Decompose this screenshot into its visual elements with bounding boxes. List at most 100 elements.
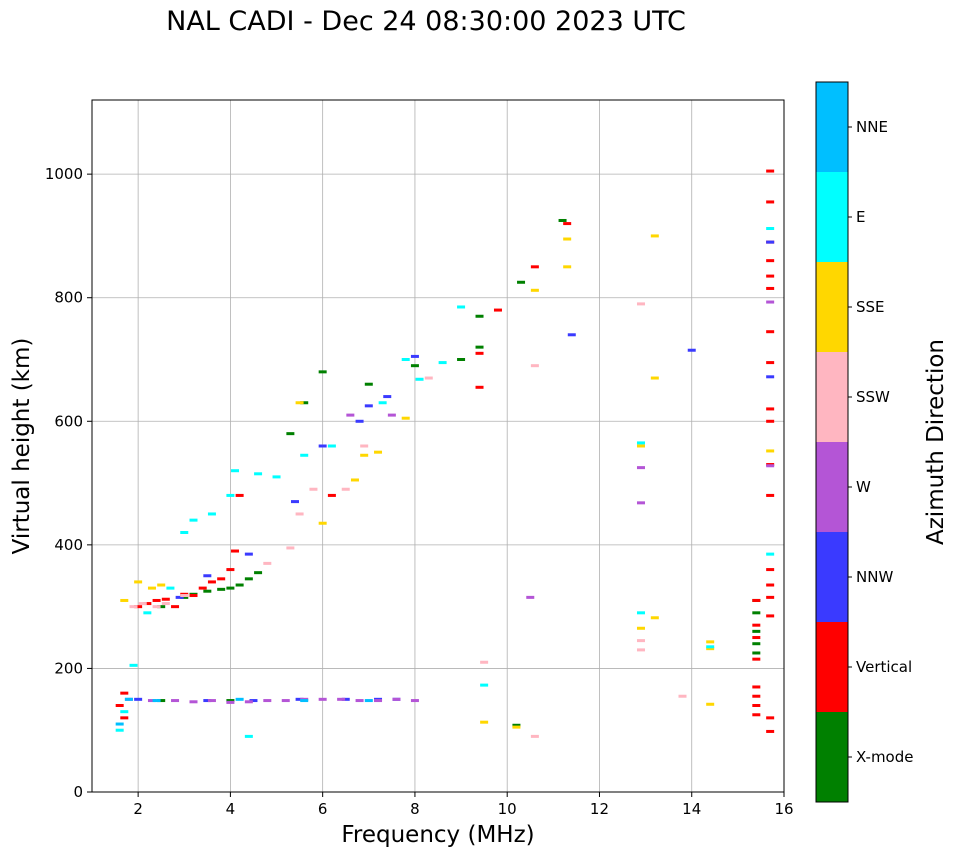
colorbar-segment bbox=[816, 532, 848, 622]
y-tick-label: 400 bbox=[54, 536, 83, 554]
data-point-xmode bbox=[235, 583, 244, 587]
data-point-vertical bbox=[766, 419, 775, 423]
data-point-xmode bbox=[457, 358, 466, 361]
data-point-xmode bbox=[157, 699, 166, 703]
data-point-xmode bbox=[203, 589, 212, 593]
data-point-xmode bbox=[475, 314, 484, 318]
data-point-nnw bbox=[203, 699, 212, 703]
data-point-sse bbox=[480, 720, 489, 724]
data-point-nnw bbox=[295, 697, 304, 701]
data-point-vertical bbox=[752, 623, 761, 627]
data-point-sse bbox=[512, 725, 521, 729]
colorbar: X-mode Vertical NNW W SSW SSE E NNE bbox=[815, 81, 913, 803]
data-point-vertical bbox=[766, 330, 775, 334]
data-point-e bbox=[272, 475, 281, 479]
colorbar-segment bbox=[816, 82, 848, 172]
data-point-e bbox=[766, 227, 775, 231]
data-point-sse bbox=[706, 647, 715, 651]
points-layer bbox=[115, 169, 775, 738]
data-point-e bbox=[244, 734, 253, 738]
data-point-nnw bbox=[290, 500, 299, 504]
data-point-e bbox=[115, 728, 124, 732]
data-point-sse bbox=[318, 521, 327, 525]
data-point-e bbox=[706, 645, 715, 649]
data-point-xmode bbox=[254, 571, 263, 575]
data-point-vertical bbox=[493, 308, 502, 312]
data-point-vertical bbox=[766, 614, 775, 618]
data-point-w bbox=[226, 700, 235, 704]
data-point-w bbox=[346, 413, 355, 417]
data-point-e bbox=[636, 441, 645, 445]
data-point-sse bbox=[650, 616, 659, 620]
colorbar-tick-label: SSE bbox=[856, 298, 885, 316]
data-point-e bbox=[480, 683, 489, 687]
data-point-xmode bbox=[300, 401, 309, 405]
data-point-nnw bbox=[341, 697, 350, 701]
data-point-vertical bbox=[766, 274, 775, 278]
data-point-sse bbox=[563, 265, 572, 269]
data-point-vertical bbox=[752, 636, 761, 640]
data-point-vertical bbox=[766, 729, 775, 733]
data-point-nnw bbox=[766, 375, 775, 379]
data-point-xmode bbox=[226, 699, 235, 703]
x-tick-label: 14 bbox=[682, 800, 701, 818]
data-point-e bbox=[415, 377, 424, 381]
data-point-nnw bbox=[249, 699, 258, 703]
data-point-xmode bbox=[286, 432, 295, 436]
data-point-e bbox=[207, 512, 216, 516]
data-point-sse bbox=[650, 376, 659, 380]
data-point-sse bbox=[530, 288, 539, 292]
data-point-ssw bbox=[341, 487, 350, 491]
data-point-w bbox=[387, 413, 396, 417]
data-point-sse bbox=[563, 237, 572, 241]
x-tick-label: 6 bbox=[318, 800, 328, 818]
data-point-sse bbox=[766, 449, 775, 453]
data-point-ssw bbox=[129, 605, 138, 609]
data-point-ssw bbox=[678, 694, 687, 698]
data-point-vertical bbox=[563, 222, 572, 226]
data-point-vertical bbox=[766, 716, 775, 720]
colorbar-segment bbox=[816, 712, 848, 802]
data-point-nne bbox=[152, 699, 161, 703]
data-point-w bbox=[281, 699, 290, 703]
x-tick-label: 2 bbox=[133, 800, 143, 818]
data-point-e bbox=[438, 361, 447, 365]
data-point-vertical bbox=[475, 351, 484, 355]
x-tick-label: 12 bbox=[590, 800, 609, 818]
colorbar-tick-label: Vertical bbox=[856, 658, 912, 676]
x-axis-label: Frequency (MHz) bbox=[341, 822, 534, 848]
data-point-sse bbox=[350, 478, 359, 482]
data-point-e bbox=[636, 611, 645, 615]
data-point-ssw bbox=[530, 364, 539, 368]
y-tick-label: 0 bbox=[73, 783, 83, 801]
colorbar-frame bbox=[815, 81, 849, 803]
data-point-sse bbox=[706, 702, 715, 706]
colorbar-segment bbox=[816, 262, 848, 352]
data-point-e bbox=[401, 358, 410, 361]
colorbar-label: Azimuth Direction bbox=[923, 339, 949, 545]
data-point-xmode bbox=[318, 370, 327, 374]
data-point-sse bbox=[120, 598, 129, 602]
data-point-w bbox=[263, 699, 272, 703]
data-point-w bbox=[636, 501, 645, 505]
x-tick-label: 4 bbox=[226, 800, 236, 818]
data-point-vertical bbox=[766, 259, 775, 263]
data-point-vertical bbox=[120, 716, 129, 720]
data-point-e bbox=[166, 586, 175, 590]
data-point-vertical bbox=[198, 586, 207, 590]
data-point-xmode bbox=[475, 345, 484, 349]
colorbar-tick-label: X-mode bbox=[856, 748, 913, 766]
data-point-sse bbox=[295, 401, 304, 405]
data-point-w bbox=[374, 699, 383, 703]
data-point-w bbox=[171, 699, 180, 703]
data-point-vertical bbox=[766, 568, 775, 572]
x-tick-label: 8 bbox=[410, 800, 420, 818]
data-point-xmode bbox=[226, 586, 235, 590]
data-point-e bbox=[143, 611, 152, 615]
data-point-nnw bbox=[203, 574, 212, 578]
data-point-vertical bbox=[231, 549, 240, 553]
data-point-nnw bbox=[134, 697, 143, 701]
data-point-e bbox=[327, 444, 336, 448]
data-point-e bbox=[457, 305, 466, 309]
data-point-vertical bbox=[161, 597, 170, 601]
